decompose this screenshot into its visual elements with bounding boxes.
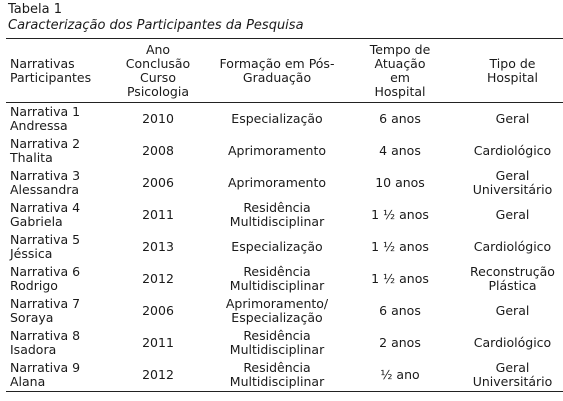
table-row: Narrativa 9 Alana 2012 Residência Multid… (6, 359, 563, 392)
cell-formacao: Aprimoramento/ Especialização (225, 296, 329, 325)
table-body: Narrativa 1 Andressa 2010 Especialização… (6, 103, 563, 392)
header-row: Narrativas Participantes Ano Conclusão C… (6, 38, 563, 103)
table-row: Narrativa 4 Gabriela 2011 Residência Mul… (6, 199, 563, 231)
cell-narrativa: Narrativa 1 Andressa (10, 104, 81, 133)
cell-ano: 2013 (142, 239, 174, 254)
header-narrativas: Narrativas Participantes (10, 56, 92, 85)
cell-tempo: 2 anos (379, 335, 421, 350)
cell-ano: 2010 (142, 111, 174, 126)
cell-formacao: Aprimoramento (227, 175, 327, 190)
participants-table: Narrativas Participantes Ano Conclusão C… (6, 38, 563, 392)
cell-narrativa: Narrativa 2 Thalita (10, 136, 81, 165)
cell-tempo: 6 anos (379, 303, 421, 318)
cell-tempo: 4 anos (379, 143, 421, 158)
cell-ano: 2008 (142, 143, 174, 158)
header-tempo-atuacao: Tempo de Atuação em Hospital (369, 42, 431, 99)
table-row: Narrativa 7 Soraya 2006 Aprimoramento/ E… (6, 295, 563, 327)
table-caption: Tabela 1 Caracterização dos Participante… (8, 2, 304, 34)
cell-tipo: Reconstrução Plástica (470, 264, 555, 293)
cell-ano: 2011 (142, 207, 174, 222)
cell-narrativa: Narrativa 9 Alana (10, 360, 81, 389)
cell-tipo: Geral Universitário (472, 360, 553, 389)
cell-formacao: Residência Multidisciplinar (229, 200, 325, 229)
cell-ano: 2012 (142, 367, 174, 382)
table-header: Narrativas Participantes Ano Conclusão C… (6, 38, 563, 103)
cell-narrativa: Narrativa 6 Rodrigo (10, 264, 81, 293)
table-row: Narrativa 6 Rodrigo 2012 Residência Mult… (6, 263, 563, 295)
cell-formacao: Especialização (231, 239, 323, 254)
cell-tempo: 6 anos (379, 111, 421, 126)
cell-tempo: 1 ½ anos (371, 239, 429, 254)
header-tipo-hospital: Tipo de Hospital (486, 56, 538, 85)
cell-formacao: Residência Multidisciplinar (229, 360, 325, 389)
cell-tempo: ½ ano (380, 367, 420, 382)
cell-narrativa: Narrativa 7 Soraya (10, 296, 81, 325)
cell-tipo: Geral Universitário (472, 168, 553, 197)
cell-tipo: Cardiológico (473, 239, 552, 254)
cell-tipo: Geral (495, 303, 530, 318)
table-row: Narrativa 3 Alessandra 2006 Aprimorament… (6, 167, 563, 199)
table-row: Narrativa 8 Isadora 2011 Residência Mult… (6, 327, 563, 359)
cell-narrativa: Narrativa 4 Gabriela (10, 200, 81, 229)
table-row: Narrativa 2 Thalita 2008 Aprimoramento 4… (6, 135, 563, 167)
table-row: Narrativa 5 Jéssica 2013 Especialização … (6, 231, 563, 263)
cell-tempo: 1 ½ anos (371, 207, 429, 222)
cell-ano: 2012 (142, 271, 174, 286)
cell-tempo: 10 anos (375, 175, 425, 190)
cell-tempo: 1 ½ anos (371, 271, 429, 286)
cell-formacao: Residência Multidisciplinar (229, 328, 325, 357)
header-ano-conclusao: Ano Conclusão Curso Psicologia (125, 42, 191, 99)
cell-formacao: Aprimoramento (227, 143, 327, 158)
cell-ano: 2006 (142, 303, 174, 318)
cell-ano: 2006 (142, 175, 174, 190)
cell-formacao: Especialização (231, 111, 323, 126)
table-label: Tabela 1 (8, 2, 62, 17)
cell-ano: 2011 (142, 335, 174, 350)
cell-narrativa: Narrativa 8 Isadora (10, 328, 81, 357)
cell-tipo: Geral (495, 111, 530, 126)
cell-narrativa: Narrativa 3 Alessandra (10, 168, 81, 197)
header-formacao: Formação em Pós- Graduação (219, 56, 335, 85)
cell-tipo: Geral (495, 207, 530, 222)
table-title: Caracterização dos Participantes da Pesq… (8, 18, 304, 33)
cell-tipo: Cardiológico (473, 143, 552, 158)
cell-formacao: Residência Multidisciplinar (229, 264, 325, 293)
cell-narrativa: Narrativa 5 Jéssica (10, 232, 81, 261)
table-row: Narrativa 1 Andressa 2010 Especialização… (6, 103, 563, 136)
cell-tipo: Cardiológico (473, 335, 552, 350)
